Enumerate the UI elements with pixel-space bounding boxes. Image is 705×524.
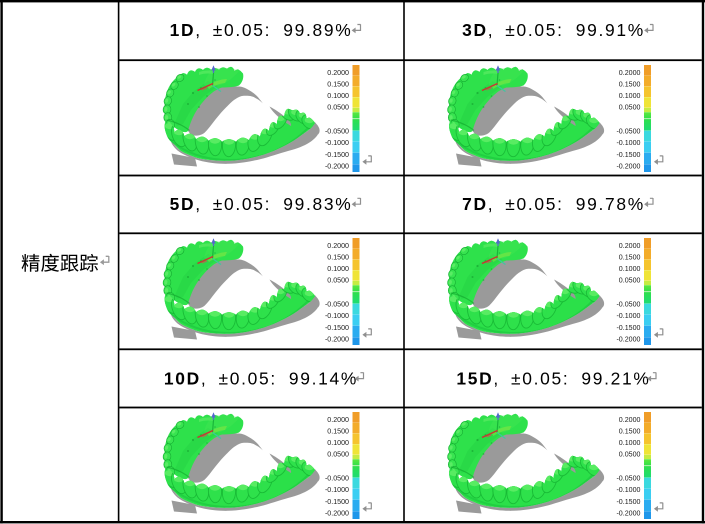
svg-text:7D,±0.05:99.78%: 7D, ±0.05: 99.78%: [462, 194, 645, 214]
svg-text:1D,±0.05:99.89%: 1D, ±0.05: 99.89%: [170, 20, 353, 40]
svg-text:3D,±0.05:99.91%: 3D, ±0.05: 99.91%: [462, 20, 645, 40]
svg-text:5D,±0.05:99.83%: 5D, ±0.05: 99.83%: [170, 194, 353, 214]
svg-text:15D,±0.05:99.21%: 15D, ±0.05: 99.21%: [456, 368, 650, 388]
svg-text:10D,±0.05:99.14%: 10D, ±0.05: 99.14%: [164, 368, 358, 388]
